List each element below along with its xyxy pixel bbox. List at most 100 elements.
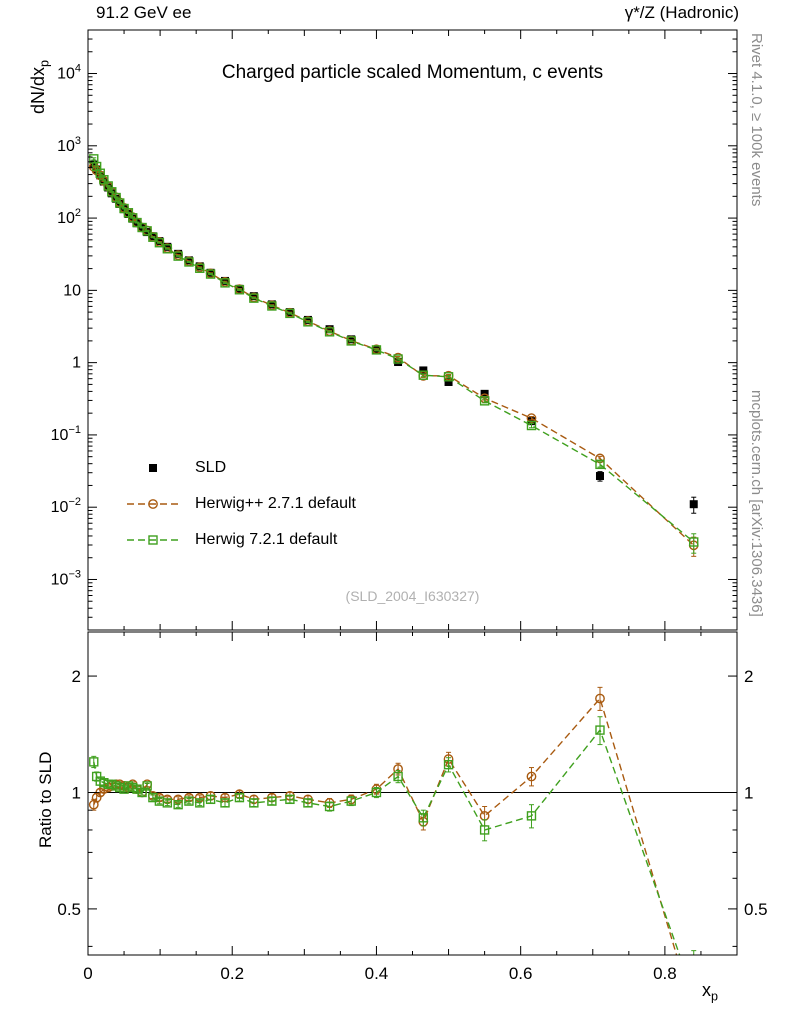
svg-text:104: 104 bbox=[57, 63, 81, 83]
data-point-marker bbox=[234, 792, 245, 803]
svg-text:1: 1 bbox=[744, 783, 753, 802]
svg-text:1: 1 bbox=[72, 783, 81, 802]
data-point-marker bbox=[443, 372, 454, 382]
data-point-marker bbox=[162, 244, 173, 254]
data-point-marker bbox=[303, 798, 313, 808]
data-point-marker bbox=[443, 759, 454, 770]
svg-text:10: 10 bbox=[63, 282, 81, 299]
plot-title: Charged particle scaled Momentum, c even… bbox=[221, 62, 604, 83]
svg-text:0.6: 0.6 bbox=[509, 964, 533, 983]
data-point-marker bbox=[148, 535, 158, 545]
svg-text:10−1: 10−1 bbox=[51, 424, 81, 444]
data-point-marker bbox=[205, 269, 216, 279]
data-point-marker bbox=[526, 811, 537, 821]
header-process: γ*/Z (Hadronic) bbox=[624, 3, 739, 22]
legend-item-herwig-7-2-1-default: Herwig 7.2.1 default bbox=[125, 522, 356, 558]
mcplots-reference-label: mcplots.cern.ch [arXiv:1306.3436] bbox=[748, 390, 765, 617]
svg-text:1: 1 bbox=[72, 355, 81, 372]
data-point-marker bbox=[173, 251, 183, 261]
ratio-panel-frame bbox=[87, 631, 738, 956]
data-point-marker bbox=[163, 242, 172, 251]
y-axis-label-main-text: dN/dx bbox=[28, 66, 48, 114]
data-point-marker bbox=[267, 301, 277, 311]
data-point-marker bbox=[267, 796, 277, 806]
data-point-marker bbox=[418, 370, 429, 380]
data-point-marker bbox=[595, 725, 605, 735]
data-point-marker bbox=[220, 278, 230, 288]
data-point-marker bbox=[249, 293, 259, 303]
data-point-marker bbox=[220, 798, 230, 808]
data-point-marker bbox=[89, 160, 98, 169]
y-axis-label-ratio: Ratio to SLD bbox=[36, 751, 55, 848]
data-point-marker bbox=[148, 499, 158, 509]
data-point-marker bbox=[595, 693, 605, 704]
legend: SLD Herwig++ 2.7.1 default Herwig 7.2.1 de… bbox=[125, 450, 356, 558]
data-point-marker bbox=[419, 366, 428, 375]
legend-filled-square-icon bbox=[149, 464, 157, 472]
data-point-marker bbox=[526, 771, 537, 782]
legend-open-square-icon bbox=[127, 535, 179, 545]
data-point-marker bbox=[173, 799, 183, 810]
y-axis-label-main: dN/dxp bbox=[28, 60, 52, 114]
legend-label: Herwig 7.2.1 default bbox=[195, 531, 338, 548]
data-point-marker bbox=[142, 781, 152, 791]
axes bbox=[87, 29, 738, 956]
svg-text:0.5: 0.5 bbox=[57, 900, 81, 919]
legend-label: Herwig++ 2.7.1 default bbox=[195, 495, 356, 512]
svg-text:0.5: 0.5 bbox=[744, 900, 768, 919]
x-axis-label-sub: p bbox=[711, 989, 719, 1004]
svg-text:10−3: 10−3 bbox=[51, 568, 81, 588]
data-point-marker bbox=[595, 459, 605, 470]
data-point-marker bbox=[526, 420, 537, 431]
analysis-id-watermark: (SLD_2004_I630327) bbox=[345, 588, 480, 604]
data-point-marker bbox=[346, 336, 356, 346]
data-point-marker bbox=[148, 232, 158, 242]
header-beam-energy: 91.2 GeV ee bbox=[96, 3, 192, 22]
data-point-marker bbox=[324, 801, 335, 812]
data-point-marker bbox=[249, 798, 259, 808]
data-point-marker bbox=[371, 345, 382, 355]
data-point-marker bbox=[479, 396, 490, 406]
data-point-marker bbox=[89, 757, 99, 767]
data-point-marker bbox=[249, 292, 258, 301]
data-point-marker bbox=[689, 537, 699, 547]
svg-text:0.8: 0.8 bbox=[653, 964, 677, 983]
legend-item-herwig-2-7-1-default: Herwig++ 2.7.1 default bbox=[125, 486, 356, 522]
data-point-marker bbox=[393, 354, 403, 364]
series-herwig-7-2-1-default-ratio bbox=[89, 716, 698, 999]
data-point-marker bbox=[393, 771, 403, 782]
data-point-marker bbox=[690, 991, 698, 999]
data-point-marker bbox=[303, 315, 312, 324]
legend-item-sld: SLD bbox=[125, 450, 356, 486]
svg-text:2: 2 bbox=[72, 667, 81, 686]
data-point-marker bbox=[346, 796, 356, 806]
svg-text:2: 2 bbox=[744, 667, 753, 686]
data-point-marker bbox=[526, 413, 537, 424]
data-point-marker bbox=[143, 228, 152, 237]
series-herwig-2-7-1-default-ratio bbox=[88, 686, 678, 955]
data-point-marker bbox=[689, 500, 698, 509]
x-axis-label-text: x bbox=[702, 980, 711, 1000]
data-point-marker bbox=[324, 327, 335, 337]
rivet-version-label: Rivet 4.1.0, ≥ 100k events bbox=[748, 33, 765, 207]
data-point-marker bbox=[418, 813, 429, 823]
data-point-marker bbox=[285, 794, 295, 805]
data-point-marker bbox=[195, 263, 205, 273]
series-herwig-7-2-1-default-main bbox=[89, 154, 699, 554]
svg-text:10−2: 10−2 bbox=[51, 496, 81, 516]
data-point-marker bbox=[205, 794, 216, 805]
data-point-marker bbox=[184, 257, 194, 267]
svg-text:103: 103 bbox=[57, 135, 81, 155]
svg-text:0.4: 0.4 bbox=[365, 964, 389, 983]
data-point-marker bbox=[154, 238, 165, 248]
y-axis-label-main-sub: p bbox=[37, 59, 52, 67]
x-axis-label: xp bbox=[702, 980, 718, 1004]
data-point-marker bbox=[137, 787, 147, 798]
legend-open-circle-icon bbox=[127, 499, 179, 509]
data-point-marker bbox=[142, 226, 152, 236]
data-point-marker bbox=[195, 798, 205, 808]
data-point-marker bbox=[303, 317, 313, 327]
ratio-panel-series bbox=[88, 686, 698, 999]
